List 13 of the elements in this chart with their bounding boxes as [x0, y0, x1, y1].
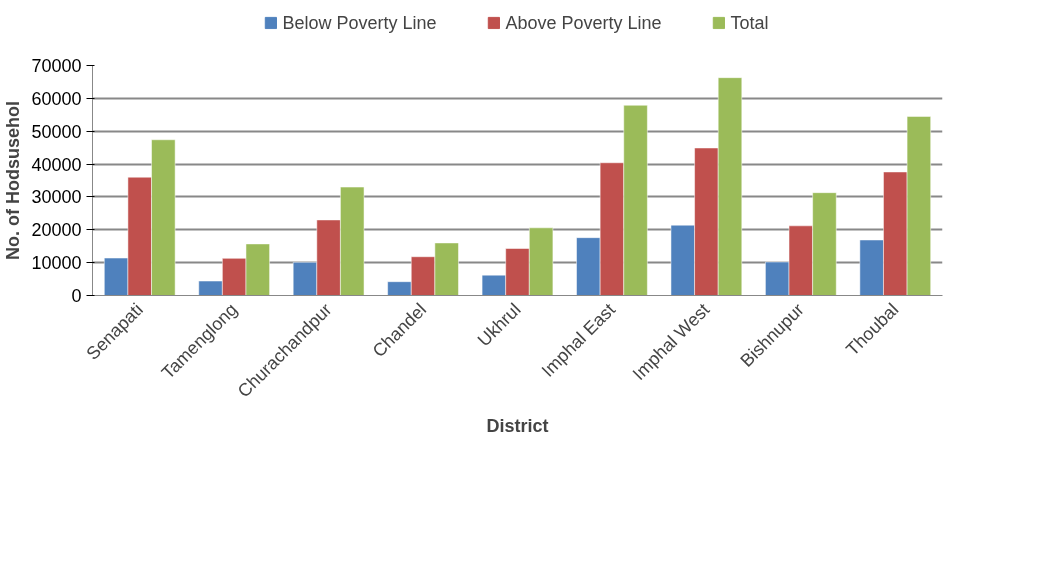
legend-label: Above Poverty Line — [505, 12, 662, 33]
y-tick-label: 10000 — [31, 253, 82, 274]
y-tick-label: 30000 — [31, 187, 82, 208]
y-tick-label: 0 — [71, 286, 82, 306]
y-tick-label: 20000 — [31, 220, 82, 241]
y-tick-label: 70000 — [31, 56, 82, 76]
x-axis-title: District — [486, 416, 549, 437]
legend-label: Below Poverty Line — [282, 12, 437, 33]
y-tick-label: 50000 — [31, 121, 82, 142]
y-tick-label: 60000 — [31, 88, 82, 109]
y-tick-label: 40000 — [31, 154, 82, 175]
y-axis-title: No. of Hodsusehol — [3, 101, 24, 260]
legend-label: Total — [730, 12, 769, 33]
